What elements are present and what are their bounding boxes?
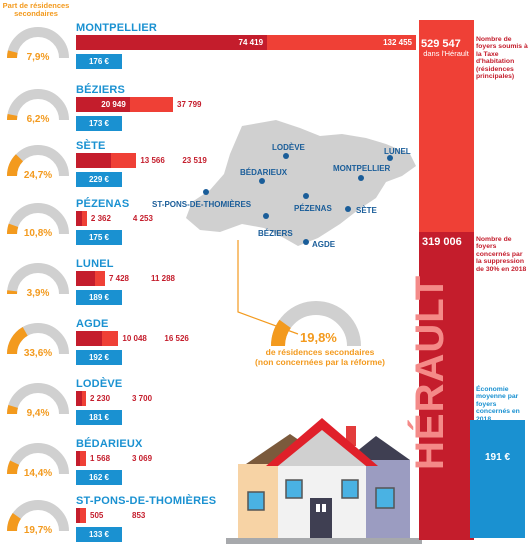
- bar-total: [95, 271, 105, 286]
- bar-concerned-label: 74 419: [76, 37, 263, 48]
- city-name: MONTPELLIER: [76, 22, 157, 34]
- gauge-pct-label: 33,6%: [4, 348, 72, 359]
- bar-total-label: 3 069: [132, 453, 152, 464]
- bar-total: [111, 153, 137, 168]
- bar-concerned-label: 2 230: [90, 393, 110, 404]
- total-caption-line2: (non concernées par la réforme): [230, 358, 410, 368]
- city-name: ST-PONS-DE-THOMIÈRES: [76, 495, 216, 507]
- bar-concerned-label: 20 949: [76, 99, 126, 110]
- euro-saving-box: 181 €: [76, 410, 122, 425]
- note-saving: Économie moyenne par foyers concernés en…: [476, 386, 528, 423]
- bar-concerned: [76, 153, 111, 168]
- bar-concerned-label: 7 428: [109, 273, 129, 284]
- bar-total-label: 853: [132, 510, 145, 521]
- city-name: BÉDARIEUX: [76, 438, 143, 450]
- bar-total-label: 132 455: [267, 37, 412, 48]
- bar-total: [80, 508, 86, 523]
- bar-concerned-label: 505: [90, 510, 103, 521]
- bar-total-label: 4 253: [133, 213, 153, 224]
- bar-total-label: 11 288: [151, 273, 175, 284]
- gauge-pct-label: 10,8%: [4, 228, 72, 239]
- herault-saving-value: 191 €: [470, 452, 525, 463]
- herault-map: [180, 114, 420, 254]
- map-city-label: SÈTE: [356, 206, 377, 215]
- map-city-dot: [303, 193, 309, 199]
- bar-concerned: [76, 331, 102, 346]
- map-city-label: ST-PONS-DE-THOMIÈRES: [152, 200, 251, 209]
- map-city-label: AGDE: [312, 240, 335, 249]
- city-name: LODÈVE: [76, 378, 122, 390]
- euro-saving-box: 173 €: [76, 116, 122, 131]
- note-concerned: Nombre de foyers concernés par la suppre…: [476, 236, 528, 273]
- herault-total-sub: dans l'Hérault: [421, 50, 471, 58]
- map-city-dot: [358, 175, 364, 181]
- city-name: AGDE: [76, 318, 109, 330]
- gauge-pct-label: 3,9%: [4, 288, 72, 299]
- bar-total: [102, 331, 119, 346]
- herault-saving-bar: [470, 420, 525, 538]
- bar-total: [82, 391, 86, 406]
- euro-saving-box: 162 €: [76, 470, 122, 485]
- total-caption: de résidences secondaires (non concernée…: [230, 348, 410, 368]
- city-name: PÉZENAS: [76, 198, 129, 210]
- city-name: BÉZIERS: [76, 84, 125, 96]
- gauge-pct-label: 24,7%: [4, 170, 72, 181]
- map-city-label: LODÈVE: [272, 143, 305, 152]
- total-gauge: [268, 294, 364, 354]
- map-city-label: BÉDARIEUX: [240, 168, 287, 177]
- map-city-dot: [345, 206, 351, 212]
- map-city-label: PÉZENAS: [294, 204, 332, 213]
- map-city-label: LUNEL: [384, 147, 411, 156]
- euro-saving-box: 133 €: [76, 527, 122, 542]
- bar-concerned-label: 10 048: [122, 333, 146, 344]
- bar-concerned-label: 1 568: [90, 453, 110, 464]
- map-city-dot: [263, 213, 269, 219]
- map-city-dot: [283, 153, 289, 159]
- note-total-households: Nombre de foyers soumis à la Taxe d'habi…: [476, 36, 528, 81]
- euro-saving-box: 175 €: [76, 230, 122, 245]
- total-pct: 19,8%: [300, 330, 337, 345]
- bar-total-label: 3 700: [132, 393, 152, 404]
- euro-saving-box: 189 €: [76, 290, 122, 305]
- house-illustration: [226, 414, 422, 544]
- euro-saving-box: 176 €: [76, 54, 122, 69]
- city-name: SÈTE: [76, 140, 106, 152]
- bar-concerned-label: 13 566: [140, 155, 164, 166]
- city-row: 7,9% MONTPELLIER 74 419 132 455 176 €: [0, 22, 418, 82]
- bar-total: [82, 211, 87, 226]
- header-part-residences: Part de résidences secondaires: [2, 2, 70, 18]
- euro-saving-box: 229 €: [76, 172, 122, 187]
- gauge-pct-label: 7,9%: [4, 52, 72, 63]
- map-city-dot: [203, 189, 209, 195]
- gauge-pct-label: 14,4%: [4, 468, 72, 479]
- bar-total: [130, 97, 173, 112]
- herault-map-shape: [186, 120, 416, 246]
- bar-concerned: [76, 271, 95, 286]
- gauge-pct-label: 19,7%: [4, 525, 72, 536]
- bar-total-label: 37 799: [177, 99, 201, 110]
- map-city-label: MONTPELLIER: [333, 164, 390, 173]
- city-name: LUNEL: [76, 258, 114, 270]
- map-city-dot: [259, 178, 265, 184]
- bar-total: [80, 451, 86, 466]
- bar-total-label: 16 526: [164, 333, 188, 344]
- gauge-pct-label: 6,2%: [4, 114, 72, 125]
- euro-saving-box: 192 €: [76, 350, 122, 365]
- herault-concerned-value: 319 006: [422, 236, 462, 248]
- bar-concerned-label: 2 362: [91, 213, 111, 224]
- gauge-pct-label: 9,4%: [4, 408, 72, 419]
- map-city-label: BÉZIERS: [258, 229, 293, 238]
